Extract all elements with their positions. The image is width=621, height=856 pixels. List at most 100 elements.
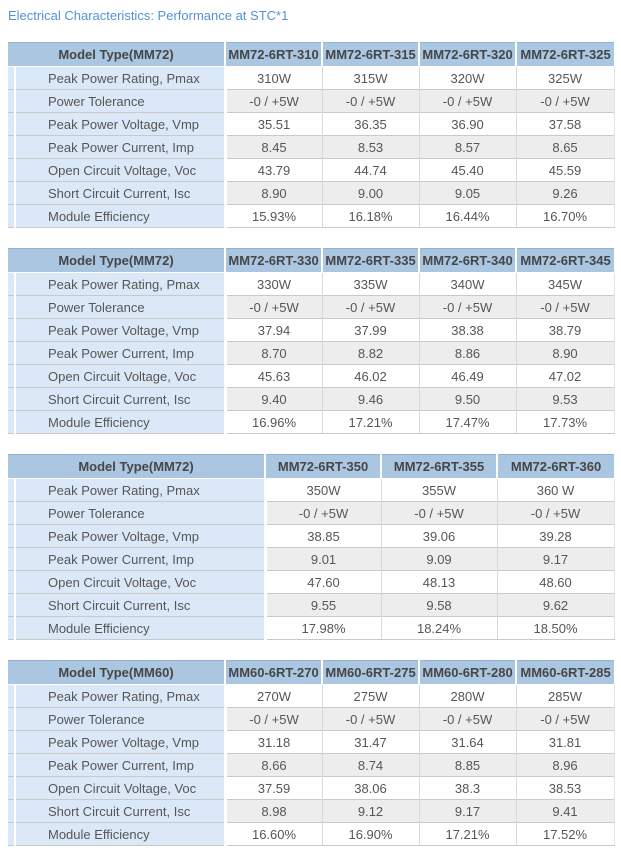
value-cell: 9.55 <box>264 593 382 617</box>
spec-row: Module Efficiency 16.96% 17.21% 17.47% 17.73… <box>8 410 615 434</box>
header-row: Model Type(MM60) MM60-6RT-270 MM60-6RT-275… <box>8 660 615 685</box>
spec-row: Peak Power Rating, Pmax 270W 275W 280W 285W <box>8 684 615 708</box>
value-cell: 45.63 <box>224 364 323 388</box>
spec-row: Short Circuit Current, Isc 9.55 9.58 9.62 <box>8 593 615 617</box>
column-header: MM60-6RT-285 <box>515 660 615 685</box>
spec-row: Peak Power Current, Imp 9.01 9.09 9.17 <box>8 547 615 571</box>
value-cell: 9.58 <box>380 593 498 617</box>
value-cell: 8.86 <box>418 341 517 365</box>
value-cell: 17.73% <box>515 410 615 434</box>
model-type-header: Model Type(MM72) <box>8 42 226 67</box>
value-cell: 8.90 <box>224 181 323 205</box>
spacer-cell <box>8 410 16 434</box>
value-cell: 48.60 <box>496 570 615 594</box>
spec-row: Open Circuit Voltage, Voc 37.59 38.06 38.3 3… <box>8 776 615 800</box>
page-title: Electrical Characteristics: Performance … <box>8 8 289 23</box>
value-cell: 44.74 <box>321 158 420 182</box>
value-cell: 310W <box>224 66 323 90</box>
row-label-cell: Short Circuit Current, Isc <box>15 181 227 205</box>
spec-row: Module Efficiency 17.98% 18.24% 18.50% <box>8 616 615 640</box>
spacer-cell <box>8 524 16 548</box>
value-cell: 355W <box>380 478 498 502</box>
value-cell: 38.53 <box>515 776 615 800</box>
spacer-cell <box>8 730 16 754</box>
value-cell: 8.66 <box>224 753 323 777</box>
value-cell: 17.47% <box>418 410 517 434</box>
bottom-spacer <box>0 846 621 856</box>
value-cell: 9.00 <box>321 181 420 205</box>
row-label-cell: Peak Power Rating, Pmax <box>15 478 267 502</box>
value-cell: 36.35 <box>321 112 420 136</box>
spacer-cell <box>8 799 16 823</box>
value-cell: 9.09 <box>380 547 498 571</box>
spec-row: Open Circuit Voltage, Voc 43.79 44.74 45.40… <box>8 158 615 182</box>
value-cell: 35.51 <box>224 112 323 136</box>
spec-row: Peak Power Current, Imp 8.70 8.82 8.86 8.90 <box>8 341 615 365</box>
row-label-cell: Open Circuit Voltage, Voc <box>15 364 227 388</box>
column-header: MM72-6RT-360 <box>496 454 615 479</box>
row-label-cell: Short Circuit Current, Isc <box>15 387 227 411</box>
row-label-cell: Module Efficiency <box>15 616 267 640</box>
spec-row: Power Tolerance -0 / +5W -0 / +5W -0 / +5W -… <box>8 707 615 731</box>
value-cell: 16.90% <box>321 822 420 846</box>
spec-row: Peak Power Voltage, Vmp 31.18 31.47 31.64 31… <box>8 730 615 754</box>
spec-row: Short Circuit Current, Isc 8.98 9.12 9.17 9.… <box>8 799 615 823</box>
value-cell: 270W <box>224 684 323 708</box>
spec-row: Peak Power Rating, Pmax 350W 355W 360 W <box>8 478 615 502</box>
value-cell: 36.90 <box>418 112 517 136</box>
spacer-cell <box>8 364 16 388</box>
spacer-cell <box>8 158 16 182</box>
row-label-cell: Power Tolerance <box>15 89 227 113</box>
spec-row: Peak Power Rating, Pmax 310W 315W 320W 325W <box>8 66 615 90</box>
value-cell: 43.79 <box>224 158 323 182</box>
value-cell: -0 / +5W <box>418 295 517 319</box>
value-cell: 9.50 <box>418 387 517 411</box>
row-label-cell: Peak Power Voltage, Vmp <box>15 730 227 754</box>
row-label-cell: Peak Power Voltage, Vmp <box>15 318 227 342</box>
spacer-cell <box>8 181 16 205</box>
row-label-cell: Open Circuit Voltage, Voc <box>15 776 227 800</box>
column-header: MM72-6RT-320 <box>418 42 517 67</box>
value-cell: 8.74 <box>321 753 420 777</box>
column-header: MM72-6RT-315 <box>321 42 420 67</box>
value-cell: 9.17 <box>418 799 517 823</box>
spacer-cell <box>8 318 16 342</box>
column-header: MM72-6RT-310 <box>224 42 323 67</box>
value-cell: 31.18 <box>224 730 323 754</box>
spacer-cell <box>8 501 16 525</box>
value-cell: 46.02 <box>321 364 420 388</box>
value-cell: 37.59 <box>224 776 323 800</box>
column-header: MM72-6RT-330 <box>224 248 323 273</box>
value-cell: 9.01 <box>264 547 382 571</box>
value-cell: 280W <box>418 684 517 708</box>
spec-row: Power Tolerance -0 / +5W -0 / +5W -0 / +5W -… <box>8 89 615 113</box>
value-cell: -0 / +5W <box>224 707 323 731</box>
value-cell: 330W <box>224 272 323 296</box>
value-cell: 16.44% <box>418 204 517 228</box>
value-cell: 38.06 <box>321 776 420 800</box>
value-cell: 8.98 <box>224 799 323 823</box>
value-cell: -0 / +5W <box>418 707 517 731</box>
value-cell: 31.47 <box>321 730 420 754</box>
column-header: MM60-6RT-280 <box>418 660 517 685</box>
spacer-cell <box>8 272 16 296</box>
spec-row: Short Circuit Current, Isc 8.90 9.00 9.05 9.… <box>8 181 615 205</box>
value-cell: 275W <box>321 684 420 708</box>
value-cell: 17.21% <box>418 822 517 846</box>
value-cell: 31.64 <box>418 730 517 754</box>
spec-row: Peak Power Current, Imp 8.66 8.74 8.85 8.96 <box>8 753 615 777</box>
value-cell: 39.06 <box>380 524 498 548</box>
value-cell: 9.26 <box>515 181 615 205</box>
value-cell: 8.82 <box>321 341 420 365</box>
spacer-cell <box>8 387 16 411</box>
spec-row: Module Efficiency 15.93% 16.18% 16.44% 16.70… <box>8 204 615 228</box>
value-cell: 17.21% <box>321 410 420 434</box>
column-header: MM72-6RT-325 <box>515 42 615 67</box>
value-cell: 285W <box>515 684 615 708</box>
value-cell: 315W <box>321 66 420 90</box>
value-cell: 45.59 <box>515 158 615 182</box>
spec-table: Model Type(MM60) MM60-6RT-270 MM60-6RT-275… <box>8 660 615 846</box>
spec-table: Model Type(MM72) MM72-6RT-330 MM72-6RT-335… <box>8 248 615 434</box>
value-cell: 9.12 <box>321 799 420 823</box>
value-cell: -0 / +5W <box>380 501 498 525</box>
